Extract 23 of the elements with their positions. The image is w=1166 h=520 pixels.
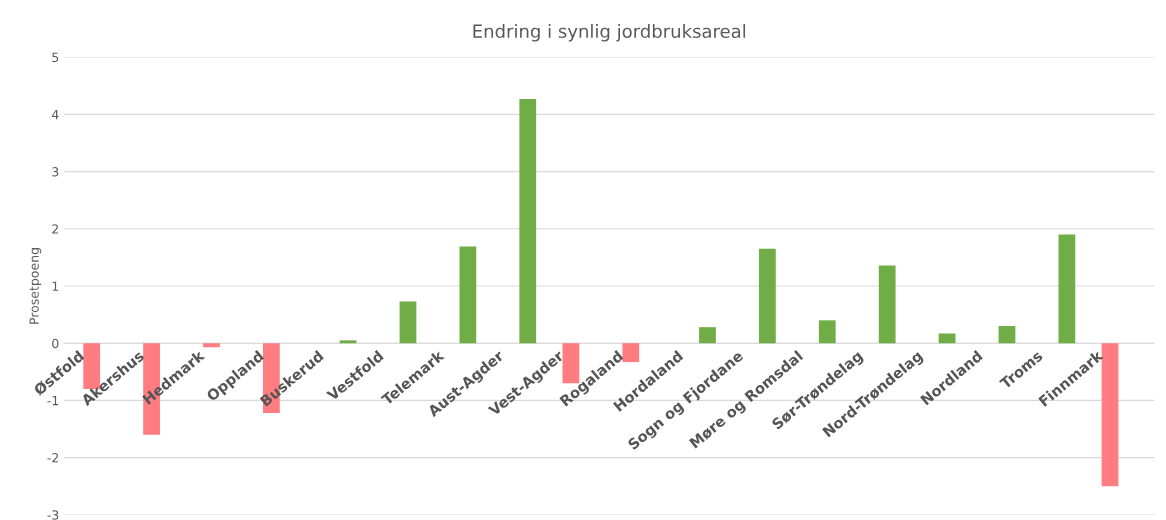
- bar: [459, 246, 477, 344]
- bar: [203, 343, 220, 348]
- bar: [758, 248, 776, 344]
- y-tick-label: -3: [47, 510, 59, 520]
- y-tick-label: 1: [52, 281, 59, 291]
- y-tick-label: 4: [51, 110, 59, 120]
- y-tick-label: -1: [47, 396, 59, 406]
- y-axis-title: Prosetpoeng: [29, 248, 42, 324]
- y-tick-label: 2: [52, 224, 59, 234]
- bar: [818, 320, 836, 344]
- y-tick-label: 5: [52, 52, 59, 63]
- bar: [878, 265, 896, 344]
- chart-title: Endring i synlig jordbruksareal: [473, 24, 746, 42]
- bar: [339, 340, 357, 344]
- bar: [519, 98, 537, 344]
- y-tick-label: 0: [52, 338, 59, 349]
- bar: [699, 327, 716, 344]
- bar: [399, 301, 417, 344]
- bar: [1058, 234, 1076, 344]
- bar: [998, 326, 1016, 344]
- y-tick-label: 3: [52, 167, 59, 177]
- y-tick-label: -2: [47, 453, 59, 463]
- bar: [938, 333, 956, 344]
